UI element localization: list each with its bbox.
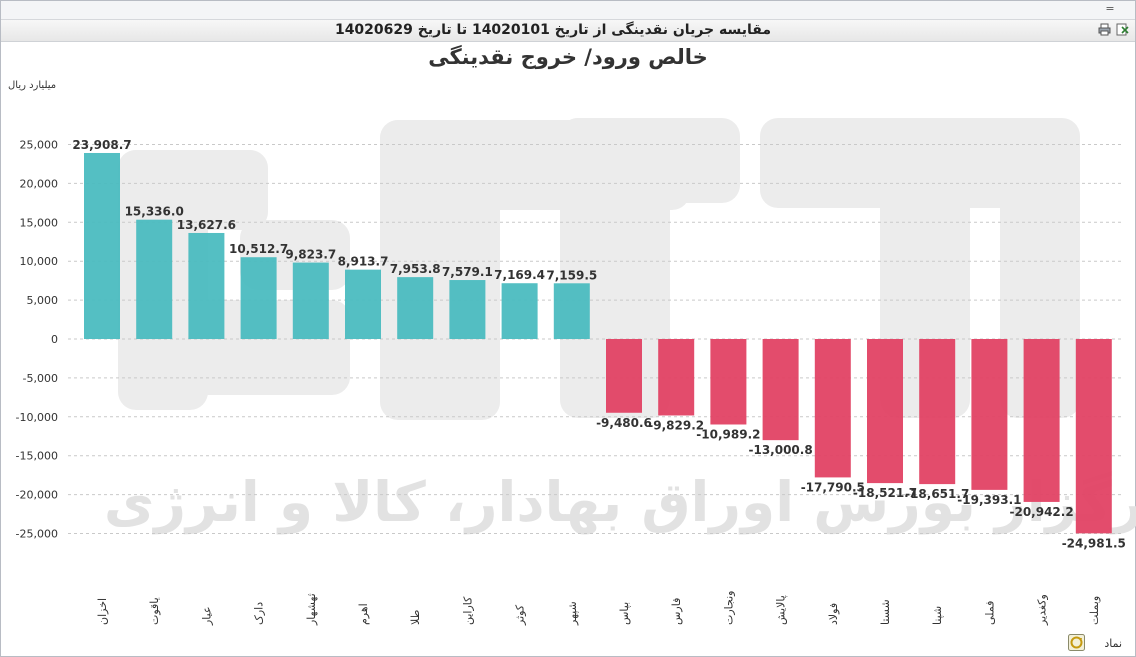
- bar: [971, 339, 1008, 490]
- refresh-icon[interactable]: [1068, 634, 1085, 651]
- bar: [136, 219, 173, 339]
- y-tick-label: 0: [51, 333, 58, 346]
- bar: [397, 277, 434, 339]
- x-tick-label: دارک: [253, 602, 266, 625]
- x-tick-label: اهرم: [357, 603, 370, 625]
- print-icon[interactable]: [1098, 23, 1111, 36]
- y-tick-label: 10,000: [20, 255, 59, 268]
- x-tick-label: اخزان: [96, 598, 109, 625]
- bars: [84, 152, 1112, 534]
- value-labels: 23,908.7 15,336.013,627.6 10,512.79,823.78…: [72, 138, 1126, 550]
- x-tick-label: بپاس: [618, 602, 631, 625]
- value-label: -18,651.7: [905, 487, 969, 501]
- x-tick-label: کوثر: [514, 604, 527, 626]
- value-label: -10,989.2: [696, 427, 760, 441]
- bar: [762, 339, 799, 441]
- y-tick-label: -25,000: [16, 528, 58, 541]
- value-label: 7,953.8: [390, 262, 441, 276]
- watermark-logo-shape: [1000, 118, 1080, 418]
- value-label: 8,913.7: [338, 255, 389, 269]
- x-tick-label: عیار: [200, 606, 213, 626]
- value-label: 13,627.6: [177, 218, 236, 232]
- value-label: -9,829.2: [648, 418, 704, 432]
- y-tick-label: -5,000: [23, 372, 58, 385]
- bar: [710, 339, 747, 425]
- value-label: 7,159.5: [546, 268, 597, 282]
- value-label: -19,393.1: [957, 493, 1021, 507]
- x-tick-label: ثهشهار: [305, 593, 318, 626]
- minimize-button[interactable]: =: [1105, 2, 1115, 15]
- value-label: 23,908.7: [72, 138, 131, 152]
- chart-titlebar: مقایسه جریان نقدینگی از تاریخ 14020101 ت…: [1, 20, 1135, 42]
- value-label: 10,512.7: [229, 242, 288, 256]
- x-tick-label: طلا: [409, 609, 422, 625]
- x-tick-label: فارس: [670, 598, 683, 625]
- value-label: 9,823.7: [285, 248, 336, 262]
- bar: [658, 339, 695, 416]
- value-label: -13,000.8: [748, 443, 812, 457]
- value-label: -17,790.5: [801, 480, 865, 494]
- x-axis-title: نماد: [1104, 637, 1122, 650]
- y-axis-unit-label: میلیارد ریال: [8, 80, 57, 91]
- report-title: مقایسه جریان نقدینگی از تاریخ 14020101 ت…: [334, 22, 771, 38]
- value-label: 7,169.4: [494, 268, 545, 282]
- x-tick-label: فولاد: [827, 603, 840, 625]
- x-tick-label: پالایش: [775, 595, 788, 625]
- x-tick-label: فملی: [983, 601, 996, 625]
- x-tick-label: شپهر: [566, 601, 579, 626]
- y-tick-label: -10,000: [16, 411, 58, 424]
- x-tick-label: شستا: [879, 599, 892, 625]
- bar: [501, 283, 538, 339]
- window-topbar: =: [1, 1, 1135, 20]
- bar: [1075, 339, 1112, 534]
- bar: [814, 339, 851, 478]
- x-tick-label: وکغدیر: [1036, 594, 1049, 626]
- x-tick-label: یاقوت: [148, 597, 161, 625]
- value-label: -24,981.5: [1062, 536, 1126, 550]
- y-tick-label: 25,000: [20, 139, 59, 152]
- value-label: 7,579.1: [442, 265, 493, 279]
- bar: [1023, 339, 1060, 502]
- watermark-logo-shape: [560, 118, 740, 203]
- chart-title: خالص ورود/ خروج نقدینگی: [428, 45, 708, 69]
- x-tick-label: کاراین: [461, 596, 474, 625]
- bar: [345, 269, 381, 339]
- bar: [919, 339, 956, 485]
- bar: [84, 152, 120, 339]
- value-label: -9,480.6: [596, 416, 652, 430]
- value-label: 15,336.0: [125, 205, 184, 219]
- bar: [606, 339, 642, 413]
- value-label: -18,521.7: [853, 486, 917, 500]
- x-axis-labels: اخزان یاقوت عیار دارک ثهشهار اهرم طلا کاراین کوث…: [96, 591, 1101, 627]
- bar: [867, 339, 903, 484]
- x-tick-label: وبملت: [1088, 596, 1101, 625]
- x-tick-label: شپنا: [931, 606, 944, 625]
- watermark-text: کارگزار بورس اوراق بهادار، کالا و انرژی: [104, 470, 1136, 535]
- bar: [188, 232, 225, 339]
- y-tick-label: 20,000: [20, 177, 59, 190]
- y-tick-label: -15,000: [16, 450, 58, 463]
- y-tick-label: -20,000: [16, 489, 58, 502]
- y-tick-label: 15,000: [20, 216, 59, 229]
- excel-export-icon[interactable]: [1116, 23, 1129, 36]
- y-axis: 25,000 20,000 15,000 10,000 5,000 0 -5,000 -10,…: [16, 139, 58, 541]
- bar: [240, 257, 277, 339]
- bar: [292, 262, 329, 339]
- x-tick-label: ونجارت: [722, 591, 735, 626]
- y-tick-label: 5,000: [27, 294, 59, 307]
- bar: [449, 280, 486, 339]
- value-label: -20,942.2: [1009, 505, 1073, 519]
- bar: [553, 283, 590, 339]
